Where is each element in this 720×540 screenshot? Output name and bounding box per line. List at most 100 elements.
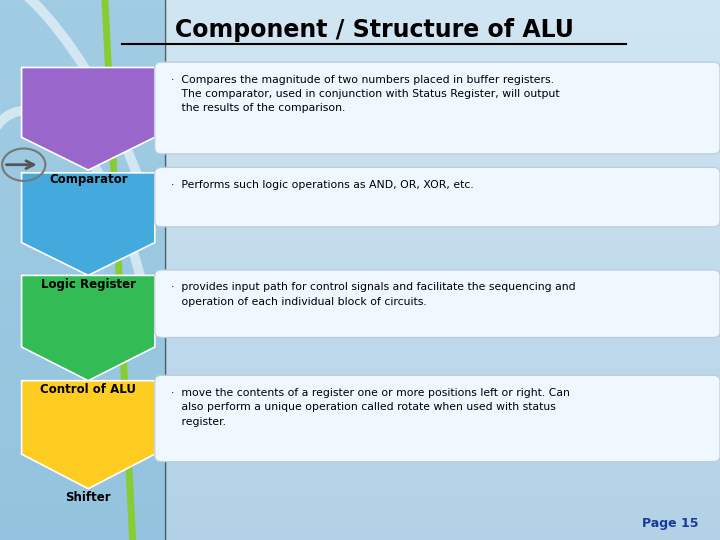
Bar <box>0 302 720 308</box>
Text: ·  provides input path for control signals and facilitate the sequencing and
   : · provides input path for control signal… <box>171 282 576 307</box>
Bar <box>0 346 720 351</box>
Bar <box>0 389 720 394</box>
Bar <box>0 32 720 38</box>
Text: Page 15: Page 15 <box>642 517 698 530</box>
Bar <box>0 270 720 275</box>
Bar <box>0 205 720 211</box>
Text: Logic Register: Logic Register <box>41 278 135 291</box>
Bar <box>0 481 720 486</box>
Bar <box>0 405 720 410</box>
Text: ·  Compares the magnitude of two numbers placed in buffer registers.
   The comp: · Compares the magnitude of two numbers … <box>171 75 560 113</box>
Bar <box>0 140 720 146</box>
Bar <box>0 238 720 243</box>
FancyBboxPatch shape <box>155 167 720 227</box>
Bar <box>0 200 720 205</box>
Bar <box>0 65 720 70</box>
Bar <box>0 38 720 43</box>
Bar <box>0 319 720 324</box>
Bar <box>0 535 720 540</box>
Bar <box>0 194 720 200</box>
Bar <box>0 157 720 162</box>
Polygon shape <box>22 381 155 489</box>
Bar <box>0 281 720 286</box>
Bar <box>0 324 720 329</box>
Bar <box>0 394 720 400</box>
Bar <box>0 92 720 97</box>
Bar <box>0 351 720 356</box>
Bar <box>0 70 720 76</box>
Bar <box>0 475 720 481</box>
Bar <box>0 427 720 432</box>
Bar <box>0 275 720 281</box>
Bar <box>0 373 720 378</box>
Bar <box>0 54 720 59</box>
Bar <box>0 335 720 340</box>
Bar <box>0 162 720 167</box>
Bar <box>0 524 720 529</box>
Bar <box>0 486 720 491</box>
Polygon shape <box>22 68 155 170</box>
Bar <box>0 497 720 502</box>
Bar <box>0 432 720 437</box>
Bar <box>0 184 720 189</box>
Text: ·  move the contents of a register one or more positions left or right. Can
   a: · move the contents of a register one or… <box>171 388 570 427</box>
Bar <box>0 43 720 49</box>
Bar <box>0 448 720 454</box>
Bar <box>0 76 720 81</box>
Bar <box>0 297 720 302</box>
Bar <box>0 383 720 389</box>
Bar <box>0 135 720 140</box>
FancyBboxPatch shape <box>155 270 720 338</box>
FancyBboxPatch shape <box>0 0 166 540</box>
Bar <box>0 265 720 270</box>
Bar <box>0 5 720 11</box>
Bar <box>0 108 720 113</box>
Bar <box>0 491 720 497</box>
Bar <box>0 459 720 464</box>
Bar <box>0 416 720 421</box>
Bar <box>0 146 720 151</box>
Text: Control of ALU: Control of ALU <box>40 383 136 396</box>
Bar <box>0 103 720 108</box>
Bar <box>0 421 720 427</box>
Bar <box>0 11 720 16</box>
Bar <box>0 27 720 32</box>
Bar <box>0 97 720 103</box>
Bar <box>0 502 720 508</box>
Bar <box>0 22 720 27</box>
Bar <box>0 356 720 362</box>
Bar <box>0 216 720 221</box>
Bar <box>0 443 720 448</box>
Bar <box>0 308 720 313</box>
Text: Shifter: Shifter <box>66 491 111 504</box>
Text: ·  Performs such logic operations as AND, OR, XOR, etc.: · Performs such logic operations as AND,… <box>171 180 474 190</box>
FancyBboxPatch shape <box>155 62 720 154</box>
Bar <box>0 81 720 86</box>
FancyBboxPatch shape <box>155 375 720 462</box>
Bar <box>0 518 720 524</box>
Bar <box>0 227 720 232</box>
Bar <box>0 470 720 475</box>
Bar <box>0 59 720 65</box>
Text: Comparator: Comparator <box>49 173 127 186</box>
Bar <box>0 313 720 319</box>
Bar <box>0 410 720 416</box>
Bar <box>0 329 720 335</box>
Bar <box>0 529 720 535</box>
Bar <box>0 167 720 173</box>
Bar <box>0 367 720 373</box>
Text: Component / Structure of ALU: Component / Structure of ALU <box>175 18 574 42</box>
Bar <box>0 340 720 346</box>
Bar <box>0 86 720 92</box>
Polygon shape <box>22 275 155 381</box>
Bar <box>0 254 720 259</box>
Bar <box>0 0 720 5</box>
Bar <box>0 508 720 513</box>
Bar <box>0 49 720 54</box>
Polygon shape <box>22 173 155 275</box>
Bar <box>0 464 720 470</box>
Bar <box>0 248 720 254</box>
Bar <box>0 178 720 184</box>
Bar <box>0 130 720 135</box>
Bar <box>0 243 720 248</box>
